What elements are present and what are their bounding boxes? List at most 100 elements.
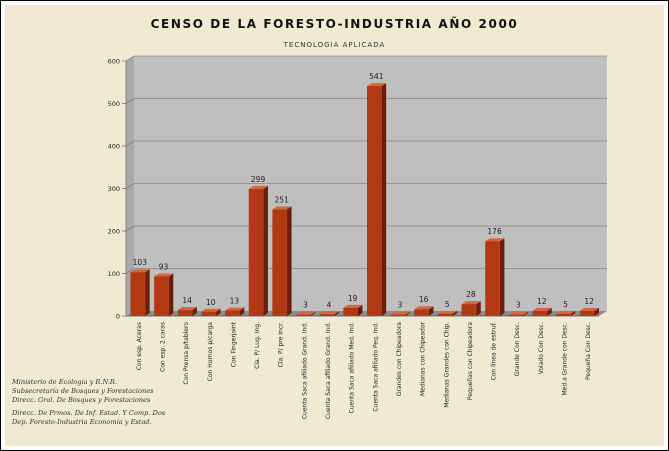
data-label: 19: [348, 294, 358, 303]
y-tick-label: 200: [108, 228, 120, 236]
bar: [390, 314, 406, 316]
chart-subtitle: TECNOLOGIA APLICADA: [283, 41, 386, 49]
bar-top: [556, 310, 576, 314]
bar: [579, 310, 595, 316]
x-tick-label: Medianas con Chipeador: [420, 321, 427, 396]
bar-top: [272, 206, 292, 210]
bar: [296, 314, 311, 316]
bar: [343, 307, 359, 316]
bar-top: [579, 307, 600, 311]
gridline-side: [125, 55, 135, 62]
x-tick-label: Cuenta Saca afiliado Grand. Ind.: [301, 322, 308, 419]
bar-side: [381, 83, 387, 316]
bar-top: [296, 311, 316, 315]
x-tick-label: Pequeñas con Chipeadora: [467, 322, 474, 400]
bar-side: [405, 311, 410, 316]
bar-side: [263, 185, 268, 316]
x-tick-label: Con Fingerjoint: [230, 321, 237, 367]
data-label: 13: [230, 296, 240, 305]
bar-top: [177, 307, 197, 311]
x-tick-label: Cuenta Saca afiliado Grand. Ind.: [325, 322, 332, 419]
bar-top: [319, 311, 339, 315]
bar-side: [476, 301, 481, 316]
bar-side: [428, 306, 434, 316]
bar-side: [287, 206, 292, 316]
bar-side: [239, 307, 245, 316]
data-label: 4: [327, 300, 332, 309]
y-tick-label: 0: [116, 313, 120, 321]
data-label: 14: [182, 296, 192, 305]
bar-top: [508, 311, 529, 315]
data-label: 12: [537, 297, 547, 306]
data-label: 176: [487, 227, 502, 236]
bar-side: [499, 238, 505, 316]
x-tick-label: Con línea de estruf.: [491, 322, 498, 381]
data-label: 3: [398, 301, 403, 310]
data-label: 16: [419, 295, 429, 304]
data-label: 541: [369, 72, 384, 81]
bar-top: [154, 273, 174, 277]
bar: [272, 209, 288, 316]
footnote-line-ministry: Ministerio de Ecología y R.N.R.: [12, 378, 117, 386]
x-tick-label: Cía. P/ pre Incr.: [278, 322, 285, 367]
bar-top: [130, 269, 150, 273]
gridline-side: [125, 140, 135, 147]
bar: [366, 86, 382, 316]
bar-side: [358, 304, 363, 316]
x-tick-label: Con esp. Aceras: [136, 322, 143, 370]
bar-side: [547, 307, 552, 316]
x-tick-label: Con Prensa p/tablero: [183, 322, 190, 385]
bar-top: [366, 83, 387, 87]
bar-top: [532, 307, 552, 311]
x-tick-label: Volado Con Desc.: [538, 322, 545, 374]
footnote: Ministerio de Ecología y R.N.R. Subsecre…: [12, 378, 212, 427]
bar-top: [201, 308, 221, 312]
data-label: 3: [303, 301, 308, 310]
data-label: 5: [445, 300, 450, 309]
x-tick-label: Cía. P/ Lug. Ing.: [254, 322, 261, 369]
y-tick-label: 400: [108, 143, 120, 151]
bar-top: [248, 185, 268, 189]
footnote-line-department: Direcc. De Prmos. De Inf. Estad. Y Comp.…: [12, 409, 166, 418]
bar: [177, 310, 193, 316]
bar: [248, 188, 264, 316]
bar-side: [594, 307, 600, 316]
x-tick-label: Cuenta Saca afiliado Med. Ind.: [349, 322, 356, 414]
x-tick-label: Pequeña Con Desc.: [585, 322, 592, 380]
x-tick-label: Medianas Grandes con Chip.: [443, 322, 450, 408]
bar: [201, 311, 217, 316]
gridline-side: [125, 183, 135, 189]
bar: [130, 272, 146, 316]
data-label: 251: [275, 195, 290, 204]
x-tick-label: Med.a Grande con Desc.: [562, 322, 569, 396]
y-tick-label: 100: [108, 270, 120, 278]
bar-side: [168, 273, 174, 316]
x-tick-label: Con Hornos p/carga: [207, 322, 214, 382]
bar: [319, 314, 335, 316]
bar-top: [343, 304, 363, 308]
bar: [225, 310, 240, 316]
gridline-side: [125, 225, 135, 232]
bar: [508, 314, 524, 316]
bar-side: [192, 307, 197, 316]
chart-title: CENSO DE LA FORESTO-INDUSTRIA AÑO 2000: [150, 17, 519, 31]
x-tick-label: Grande Con Desc.: [514, 322, 521, 376]
bar: [485, 241, 500, 316]
bar-top: [461, 301, 481, 305]
data-label: 3: [516, 301, 521, 310]
data-label: 103: [133, 258, 148, 267]
data-label: 12: [584, 297, 594, 306]
bar-side: [334, 311, 339, 316]
bar-top: [414, 306, 434, 310]
data-label: 299: [251, 175, 266, 184]
bar: [154, 276, 169, 316]
bar-side: [310, 311, 316, 316]
data-label: 10: [206, 298, 216, 307]
y-tick-label: 600: [108, 58, 120, 66]
gridline-side: [125, 268, 135, 274]
x-tick-label: Cuenta Saca afiliado Peq. Ind.: [372, 322, 379, 412]
bar-side: [570, 310, 576, 316]
x-tick-label: Con esp. 2 caras: [159, 322, 166, 372]
bar-side: [523, 311, 529, 316]
